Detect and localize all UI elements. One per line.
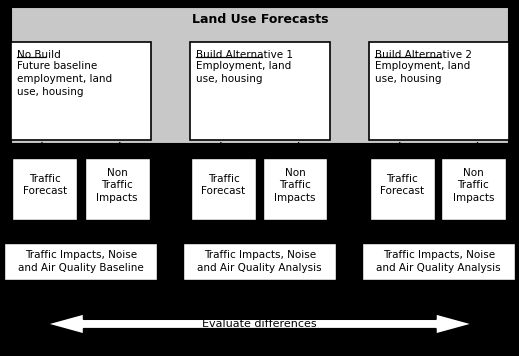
Text: Non
Traffic
Impacts: Non Traffic Impacts: [274, 168, 316, 203]
Text: Build Alternative 1: Build Alternative 1: [196, 49, 293, 60]
Bar: [5, 243, 157, 281]
Bar: [191, 158, 256, 220]
Text: Traffic
Forecast: Traffic Forecast: [380, 174, 425, 196]
Bar: [11, 42, 151, 140]
Bar: [12, 158, 77, 220]
Bar: [362, 243, 515, 281]
Text: Employment, land
use, housing: Employment, land use, housing: [196, 61, 291, 84]
Text: Traffic Impacts, Noise
and Air Quality Analysis: Traffic Impacts, Noise and Air Quality A…: [376, 250, 501, 273]
Text: Build Alternative 2: Build Alternative 2: [375, 49, 472, 60]
Text: Non
Traffic
Impacts: Non Traffic Impacts: [97, 168, 138, 203]
Polygon shape: [47, 314, 472, 334]
Text: Future baseline
employment, land
use, housing: Future baseline employment, land use, ho…: [17, 61, 112, 96]
Bar: [85, 158, 149, 220]
Bar: [370, 158, 435, 220]
Text: Evaluate differences: Evaluate differences: [202, 319, 317, 329]
Text: Employment, land
use, housing: Employment, land use, housing: [375, 61, 470, 84]
Bar: [368, 42, 509, 140]
Text: No Build: No Build: [17, 49, 61, 60]
Text: Traffic Impacts, Noise
and Air Quality Baseline: Traffic Impacts, Noise and Air Quality B…: [18, 250, 144, 273]
Text: Traffic Impacts, Noise
and Air Quality Analysis: Traffic Impacts, Noise and Air Quality A…: [197, 250, 322, 273]
Bar: [441, 158, 506, 220]
Bar: [263, 158, 327, 220]
Text: Traffic
Forecast: Traffic Forecast: [201, 174, 245, 196]
Bar: [11, 7, 509, 144]
Bar: [183, 243, 336, 281]
Text: Non
Traffic
Impacts: Non Traffic Impacts: [453, 168, 494, 203]
Bar: [190, 42, 330, 140]
Text: Traffic
Forecast: Traffic Forecast: [22, 174, 66, 196]
Text: Land Use Forecasts: Land Use Forecasts: [192, 13, 328, 26]
